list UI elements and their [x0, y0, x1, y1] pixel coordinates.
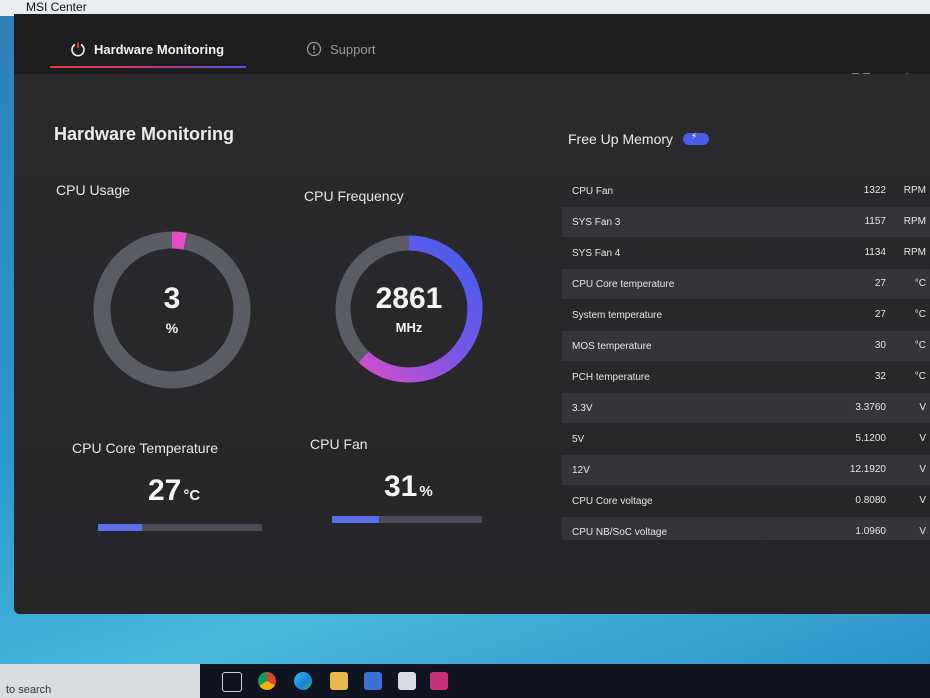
cpu-usage-unit: %	[165, 320, 179, 336]
sensor-value: 1157	[864, 216, 886, 227]
cpu-frequency-gauge: 2861 MHz	[334, 234, 484, 384]
sensor-unit: °C	[914, 340, 926, 351]
cpu-fan-bar-fill	[332, 516, 379, 523]
cpu-usage-ring	[93, 231, 251, 389]
window-title: MSI Center	[26, 0, 87, 14]
sensor-row: 5V 5.1200 V	[562, 424, 930, 454]
sensor-unit: °C	[914, 371, 926, 382]
cpu-core-temperature-unit: °C	[183, 487, 201, 504]
cpu-usage-gauge: 3 %	[92, 230, 252, 390]
sensor-row: 3.3V 3.3760 V	[562, 393, 930, 423]
sensor-name: 5V	[572, 434, 585, 445]
cpu-frequency-unit: MHz	[395, 320, 423, 335]
title-bar: MSI Center	[0, 0, 930, 16]
sensor-row: System temperature 27 °C	[562, 300, 930, 330]
sensor-value: 1.0960	[855, 526, 886, 537]
cpu-frequency-value: 2861	[375, 282, 443, 315]
sensor-row: CPU Core temperature 27 °C	[562, 269, 930, 299]
cpu-fan-bar	[332, 516, 482, 523]
sensor-row: CPU Core voltage 0.8080 V	[562, 486, 930, 516]
sensor-value: 3.3760	[855, 402, 886, 413]
sensor-unit: V	[919, 495, 926, 506]
sensor-row: 12V 12.1920 V	[562, 455, 930, 485]
msi-center-icon[interactable]	[430, 672, 448, 690]
cpu-frequency-arc	[335, 235, 483, 383]
sensor-list[interactable]: CPU Fan 1322 RPM SYS Fan 3 1157 RPM SYS …	[562, 176, 930, 540]
cpu-fan-unit: %	[419, 483, 433, 500]
sensor-value: 0.8080	[855, 495, 886, 506]
sensor-name: SYS Fan 4	[572, 248, 621, 259]
cpu-fan-value: 31	[384, 470, 418, 503]
mail-icon[interactable]	[398, 672, 416, 690]
cpu-usage-arc	[93, 231, 251, 389]
sensor-row: PCH temperature 32 °C	[562, 362, 930, 392]
file-explorer-icon[interactable]	[330, 672, 348, 690]
sensor-name: PCH temperature	[572, 372, 650, 383]
sensor-name: MOS temperature	[572, 341, 652, 352]
sensor-row: SYS Fan 3 1157 RPM	[562, 207, 930, 237]
taskbar-search[interactable]: to search	[0, 664, 200, 698]
tab-support-label: Support	[330, 41, 376, 57]
sensor-unit: RPM	[903, 216, 926, 227]
chrome-icon[interactable]	[258, 672, 276, 690]
sensor-name: 3.3V	[572, 403, 593, 414]
sensor-name: CPU Core voltage	[572, 496, 653, 507]
sensor-unit: V	[919, 402, 926, 413]
cpu-core-temperature-bar-fill	[98, 524, 143, 531]
taskbar-search-text: to search	[6, 684, 52, 696]
tab-bar: Hardware Monitoring Support	[14, 14, 930, 74]
taskbar: to search	[0, 664, 930, 698]
info-icon	[306, 41, 322, 57]
msi-center-window: Hardware Monitoring Support Hardware Mon…	[14, 14, 930, 614]
sensor-value: 12.1920	[849, 464, 886, 475]
sensor-value: 1322	[863, 185, 886, 196]
cpu-usage-value: 3	[163, 282, 181, 315]
sensor-unit: RPM	[903, 185, 926, 196]
tab-hardware-monitoring[interactable]: Hardware Monitoring	[70, 36, 224, 62]
sensor-name: System temperature	[572, 310, 663, 321]
tab-support[interactable]: Support	[306, 36, 376, 62]
sensor-unit: °C	[914, 309, 926, 320]
sensor-row: SYS Fan 4 1134 RPM	[562, 238, 930, 268]
sensor-value: 32	[874, 371, 886, 382]
cpu-core-temperature-bar	[98, 524, 262, 531]
sensor-name: 12V	[572, 465, 590, 476]
sensor-value: 27	[874, 278, 886, 289]
tab-hardware-monitoring-label: Hardware Monitoring	[94, 41, 225, 57]
page-title: Hardware Monitoring	[54, 124, 235, 144]
edge-icon[interactable]	[294, 672, 312, 690]
sensor-value: 5.1200	[855, 433, 886, 444]
cpu-frequency-label: CPU Frequency	[304, 188, 404, 204]
store-icon[interactable]	[364, 672, 382, 690]
sensor-name: CPU Fan	[572, 186, 614, 197]
sensor-name: SYS Fan 3	[572, 217, 621, 228]
sensor-row: CPU NB/SoC voltage 1.0960 V	[562, 517, 930, 540]
sensor-name: CPU Core temperature	[572, 279, 675, 290]
active-tab-indicator	[50, 66, 246, 68]
free-up-memory-button[interactable]	[683, 131, 710, 145]
free-up-memory-label: Free Up Memory	[568, 131, 674, 147]
sensor-row: MOS temperature 30 °C	[562, 331, 930, 361]
cpu-core-temperature-label: CPU Core Temperature	[72, 440, 219, 456]
power-icon	[71, 42, 85, 57]
sensor-row: CPU Fan 1322 RPM	[562, 176, 930, 206]
sensor-value: 27	[874, 309, 886, 320]
sensor-unit: RPM	[903, 247, 926, 258]
sensor-unit: °C	[914, 278, 926, 289]
sensor-unit: V	[919, 526, 926, 537]
cpu-frequency-ring	[335, 235, 483, 383]
cpu-fan-label: CPU Fan	[310, 436, 368, 452]
free-up-memory: Free Up Memory	[568, 131, 710, 147]
sensor-unit: V	[919, 433, 926, 444]
cpu-core-temperature-readout: 27 °C	[148, 474, 200, 508]
task-view-icon[interactable]	[222, 672, 242, 692]
sensor-unit: V	[919, 464, 926, 475]
sensor-value: 1134	[864, 247, 886, 258]
sensor-value: 30	[874, 340, 886, 351]
cpu-core-temperature-value: 27	[148, 474, 182, 507]
sensor-name: CPU NB/SoC voltage	[572, 527, 668, 538]
cpu-fan-readout: 31%	[384, 470, 433, 504]
cpu-usage-label: CPU Usage	[56, 182, 130, 198]
